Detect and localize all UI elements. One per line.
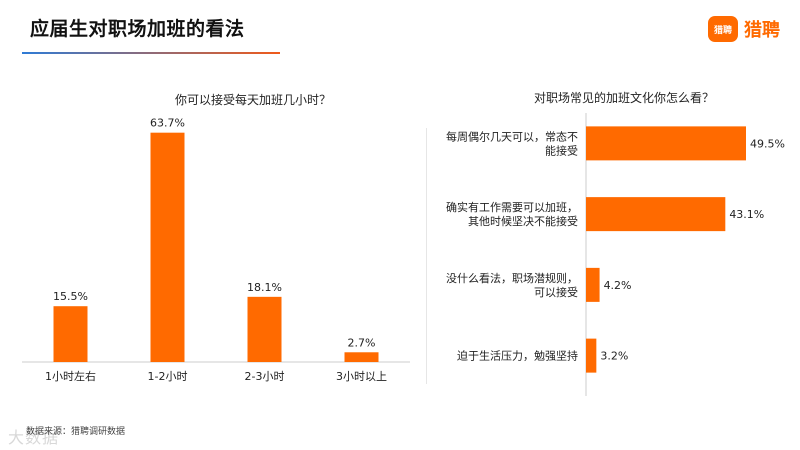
chart-divider	[426, 128, 427, 384]
left-chart-title: 你可以接受每天加班几小时？	[175, 93, 332, 107]
left-category-1: 1-2小时	[148, 370, 188, 383]
right-bar-label-1: 43.1%	[729, 208, 764, 221]
logo-text: 猎聘	[744, 20, 780, 41]
left-bar-1	[150, 132, 185, 362]
right-category-0: 每周偶尔几天可以，常态不能接受	[446, 129, 578, 157]
right-category-1: 确实有工作需要可以加班，其他时候坚决不能接受	[446, 200, 578, 228]
left-bar-label-2: 18.1%	[247, 281, 282, 294]
left-bar-label-3: 2.7%	[348, 336, 376, 349]
title-underline	[22, 52, 280, 54]
left-bar-label-0: 15.5%	[53, 290, 88, 303]
right-bar-3	[586, 338, 597, 373]
watermark: 大数据	[8, 428, 60, 447]
left-bar-0	[53, 306, 88, 362]
data-source: 数据来源：猎聘调研数据	[26, 427, 126, 437]
right-category-3: 迫于生活压力，勉强坚持	[457, 349, 578, 363]
right-category-2: 没什么看法，职场潜规则，可以接受	[446, 271, 578, 299]
right-bar-label-3: 3.2%	[600, 350, 628, 363]
right-bar-0	[586, 126, 746, 161]
right-chart-title: 对职场常见的加班文化你怎么看？	[534, 91, 715, 105]
left-bar-label-1: 63.7%	[150, 117, 185, 130]
left-category-0: 1小时左右	[45, 369, 96, 383]
right-bar-2	[586, 267, 600, 302]
left-category-3: 3小时以上	[336, 370, 387, 383]
brand-logo: 猎聘 猎聘	[708, 16, 780, 42]
right-bar-label-0: 49.5%	[750, 137, 785, 150]
right-bar-1	[586, 197, 726, 232]
right-bar-label-2: 4.2%	[604, 279, 632, 292]
left-bar-3	[344, 352, 379, 362]
page-title: 应届生对职场加班的看法	[30, 18, 245, 40]
left-category-2: 2-3小时	[245, 370, 285, 383]
left-bar-2	[247, 296, 282, 362]
logo-icon: 猎聘	[708, 16, 738, 42]
